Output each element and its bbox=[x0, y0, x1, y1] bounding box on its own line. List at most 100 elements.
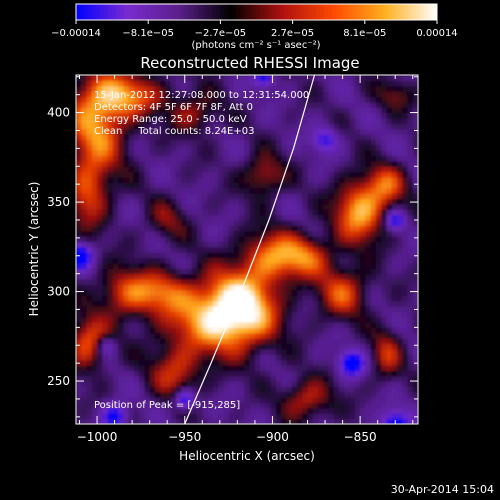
heatmap-cell bbox=[254, 295, 261, 302]
heatmap-cell bbox=[354, 101, 361, 108]
heatmap-cell bbox=[375, 134, 382, 141]
heatmap-cell bbox=[260, 155, 267, 162]
heatmap-cell bbox=[91, 262, 98, 269]
heatmap-cell bbox=[296, 321, 303, 328]
heatmap-cell bbox=[344, 96, 351, 103]
heatmap-cell bbox=[381, 321, 388, 328]
heatmap-cell bbox=[360, 246, 366, 253]
heatmap-cell bbox=[328, 311, 335, 318]
heatmap-cell bbox=[112, 359, 119, 366]
heatmap-cell bbox=[186, 80, 193, 87]
heatmap-cell bbox=[144, 117, 151, 124]
heatmap-cell bbox=[228, 284, 235, 291]
heatmap-cell bbox=[107, 117, 114, 124]
heatmap-cell bbox=[76, 155, 82, 162]
heatmap-cell bbox=[375, 91, 382, 98]
heatmap-cell bbox=[102, 123, 109, 130]
heatmap-cell bbox=[207, 150, 214, 157]
heatmap-cell bbox=[402, 85, 409, 92]
heatmap-cell bbox=[407, 262, 414, 269]
colorbar-tick-label: −8.1e−05 bbox=[122, 28, 174, 39]
x-axis: −1000 −950 −900 −850 bbox=[77, 75, 414, 444]
heatmap-cell bbox=[260, 203, 267, 210]
heatmap-cell bbox=[160, 209, 167, 216]
heatmap-cell bbox=[333, 107, 340, 114]
heatmap-cell bbox=[128, 101, 135, 108]
heatmap-cell bbox=[107, 246, 114, 253]
heatmap-cell bbox=[133, 155, 140, 162]
heatmap-cell bbox=[249, 321, 256, 328]
heatmap-cell bbox=[244, 338, 251, 345]
heatmap-cell bbox=[128, 354, 135, 361]
heatmap-cell bbox=[254, 187, 261, 194]
heatmap-cell bbox=[375, 381, 382, 388]
heatmap-cell bbox=[291, 332, 298, 339]
heatmap-cell bbox=[186, 348, 193, 355]
heatmap-cell bbox=[254, 96, 261, 103]
heatmap-cell bbox=[333, 144, 340, 151]
heatmap-cell bbox=[349, 338, 356, 345]
heatmap-cell bbox=[318, 139, 324, 146]
heatmap-cell bbox=[286, 117, 293, 124]
heatmap-cell bbox=[218, 343, 224, 350]
heatmap-cell bbox=[244, 402, 251, 409]
heatmap-cell bbox=[407, 413, 414, 420]
heatmap-cell bbox=[344, 91, 351, 98]
heatmap-cell bbox=[165, 284, 172, 291]
heatmap-cell bbox=[354, 171, 361, 178]
heatmap-cell bbox=[365, 311, 372, 318]
heatmap-cell bbox=[197, 311, 203, 318]
heatmap-cell bbox=[123, 177, 130, 183]
y-tick-label: 250 bbox=[47, 374, 70, 388]
heatmap-cell bbox=[302, 311, 309, 318]
heatmap-cell bbox=[244, 268, 251, 275]
heatmap-cell bbox=[354, 397, 361, 404]
heatmap-cell bbox=[291, 177, 298, 183]
heatmap-cell bbox=[81, 214, 88, 221]
heatmap-cell bbox=[212, 203, 219, 210]
heatmap-cell bbox=[365, 359, 372, 366]
heatmap-cell bbox=[165, 418, 172, 424]
heatmap-cell bbox=[339, 359, 345, 366]
heatmap-cell bbox=[170, 300, 177, 307]
heatmap-cell bbox=[270, 364, 277, 371]
heatmap-cell bbox=[128, 370, 135, 377]
heatmap-cell bbox=[365, 80, 372, 87]
heatmap-cell bbox=[323, 246, 330, 253]
heatmap-cell bbox=[291, 375, 298, 382]
heatmap-cell bbox=[375, 413, 382, 420]
heatmap-cell bbox=[233, 177, 240, 183]
heatmap-cell bbox=[386, 364, 393, 371]
heatmap-cell bbox=[207, 193, 214, 200]
heatmap-cell bbox=[212, 246, 219, 253]
heatmap-cell bbox=[239, 343, 245, 350]
heatmap-cell bbox=[323, 198, 330, 205]
heatmap-cell bbox=[402, 418, 409, 424]
heatmap-cell bbox=[386, 295, 393, 302]
heatmap-cell bbox=[207, 144, 214, 151]
heatmap-cell bbox=[396, 381, 403, 388]
heatmap-cell bbox=[154, 193, 161, 200]
heatmap-cell bbox=[344, 305, 351, 312]
heatmap-cell bbox=[123, 112, 130, 119]
heatmap-cell bbox=[365, 364, 372, 371]
heatmap-cell bbox=[81, 209, 88, 216]
heatmap-cell bbox=[197, 375, 203, 382]
heatmap-cell bbox=[249, 107, 256, 114]
heatmap-cell bbox=[286, 375, 293, 382]
heatmap-cell bbox=[360, 279, 366, 285]
heatmap-cell bbox=[139, 257, 145, 264]
heatmap-cell bbox=[228, 166, 235, 173]
heatmap-cell bbox=[370, 284, 377, 291]
heatmap-cell bbox=[328, 225, 335, 232]
heatmap-cell bbox=[286, 214, 293, 221]
heatmap-cell bbox=[144, 182, 151, 189]
heatmap-cell bbox=[386, 107, 393, 114]
heatmap-cell bbox=[318, 96, 324, 103]
heatmap-cell bbox=[354, 370, 361, 377]
heatmap-cell bbox=[191, 134, 198, 141]
heatmap-cell bbox=[107, 203, 114, 210]
heatmap-cell bbox=[228, 354, 235, 361]
heatmap-cell bbox=[228, 268, 235, 275]
heatmap-cell bbox=[349, 128, 356, 135]
